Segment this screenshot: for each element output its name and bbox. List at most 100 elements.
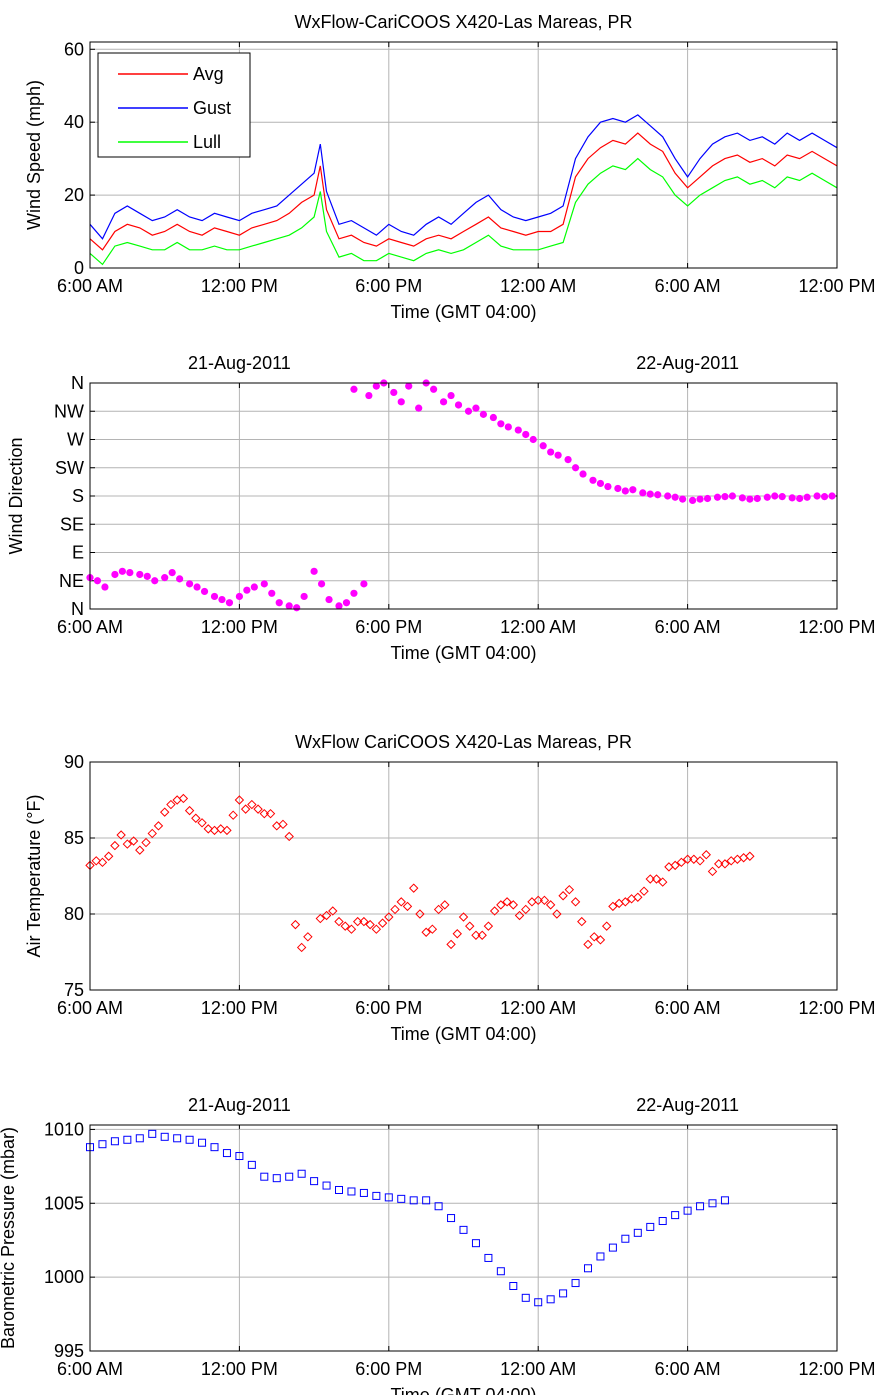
pressure-point: [596, 1252, 605, 1261]
temperature-point: [545, 900, 556, 910]
temperature-point: [514, 910, 525, 921]
temperature-point: [589, 932, 599, 942]
pressure-point: [247, 1160, 256, 1169]
pressure-point: [347, 1187, 356, 1196]
temperature-point: [701, 850, 711, 860]
pressure-point: [720, 1196, 729, 1205]
x-tick-label: 12:00 AM: [500, 1359, 576, 1379]
x-axis-label: Time (GMT 04:00): [390, 302, 536, 322]
temperature-point: [645, 874, 655, 884]
direction-point: [143, 572, 151, 580]
legend: Avg Gust Lull: [97, 52, 251, 158]
y-axis-label: Wind Direction: [6, 437, 26, 554]
direction-point: [472, 404, 480, 412]
temperature-point: [352, 916, 363, 927]
pressure-point: [584, 1264, 592, 1273]
y-tick-label: S: [72, 486, 84, 506]
temperature-point: [110, 840, 120, 851]
y-tick-label: N: [71, 599, 84, 619]
direction-point: [713, 493, 722, 501]
temperature-point: [682, 854, 693, 864]
direction-point: [554, 451, 562, 459]
date-label: 22-Aug-2011: [636, 1095, 739, 1115]
direction-point: [696, 495, 704, 503]
temperature-point: [191, 813, 201, 823]
temperature-point: [365, 919, 375, 930]
direction-point: [365, 391, 373, 400]
direction-point: [193, 583, 201, 591]
chart-panel-1: 6:00 AM 12:00 PM 6:00 PM 12:00 AM 6:00 AM 12:…: [24, 12, 876, 322]
y-tick-label: 1005: [44, 1193, 84, 1213]
y-tick-label: 1000: [44, 1267, 84, 1287]
direction-point: [350, 385, 358, 393]
pressure-point: [272, 1174, 281, 1183]
temperature-point: [265, 808, 276, 819]
x-tick-label: 12:00 PM: [798, 276, 875, 296]
temperature-point: [284, 831, 294, 842]
temperature-point: [707, 866, 718, 877]
x-tick-label: 6:00 AM: [57, 998, 123, 1018]
x-tick-label: 6:00 AM: [57, 617, 123, 637]
temperature-point: [290, 919, 301, 930]
temperature-point: [296, 942, 307, 953]
direction-point: [275, 599, 283, 607]
direction-point: [168, 568, 176, 577]
temperature-point: [334, 916, 344, 927]
temperature-point: [440, 900, 450, 910]
legend-label-lull: Lull: [193, 132, 221, 152]
temperature-point: [197, 818, 207, 828]
temperature-point: [240, 804, 251, 814]
legend-box: [97, 52, 251, 158]
pressure-point: [559, 1289, 568, 1298]
pressure-point: [658, 1217, 667, 1226]
temperature-point: [714, 859, 724, 869]
temperature-point: [303, 932, 313, 942]
temperature-point: [489, 906, 500, 916]
direction-point: [186, 580, 194, 588]
temperature-point: [390, 904, 400, 915]
pressure-point: [608, 1243, 617, 1252]
direction-point: [654, 491, 662, 499]
direction-point: [317, 580, 326, 588]
x-tick-label: 12:00 PM: [201, 1359, 278, 1379]
temperature-point: [234, 795, 245, 805]
direction-point: [514, 426, 522, 434]
pressure-point: [521, 1293, 530, 1302]
pressure-point: [496, 1267, 505, 1276]
y-tick-label: E: [72, 543, 84, 563]
date-label: 21-Aug-2011: [188, 1095, 291, 1115]
direction-point: [161, 574, 169, 582]
y-tick-label: 85: [64, 828, 84, 848]
temperature-point: [657, 877, 668, 887]
temperature-point: [521, 904, 531, 915]
direction-point: [671, 493, 679, 501]
x-tick-label: 12:00 AM: [500, 617, 576, 637]
direction-point: [439, 398, 448, 406]
temperature-point: [178, 793, 189, 804]
pressure-point: [409, 1196, 418, 1205]
direction-point: [788, 494, 796, 502]
axes-box: [89, 41, 838, 269]
temperature-point: [203, 824, 213, 834]
x-tick-label: 6:00 AM: [655, 998, 721, 1018]
direction-point: [778, 493, 786, 501]
pressure-point: [185, 1135, 194, 1144]
x-tick-label: 6:00 AM: [57, 1359, 123, 1379]
direction-point: [746, 495, 754, 503]
y-tick-label: 40: [64, 112, 84, 132]
date-label: 22-Aug-2011: [636, 353, 739, 373]
direction-point: [200, 587, 209, 596]
temperature-point: [408, 883, 419, 893]
x-axis-label: Time (GMT 04:00): [390, 643, 536, 663]
direction-point: [405, 382, 413, 390]
direction-point: [763, 493, 771, 501]
x-tick-label: 6:00 PM: [355, 1359, 422, 1379]
temperature-point: [676, 857, 687, 868]
direction-point: [522, 430, 530, 439]
direction-point: [796, 494, 804, 503]
x-tick-label: 12:00 PM: [201, 276, 278, 296]
direction-point: [664, 492, 672, 500]
direction-point: [210, 592, 219, 601]
temperature-point: [116, 830, 126, 840]
pressure-point: [546, 1295, 555, 1304]
